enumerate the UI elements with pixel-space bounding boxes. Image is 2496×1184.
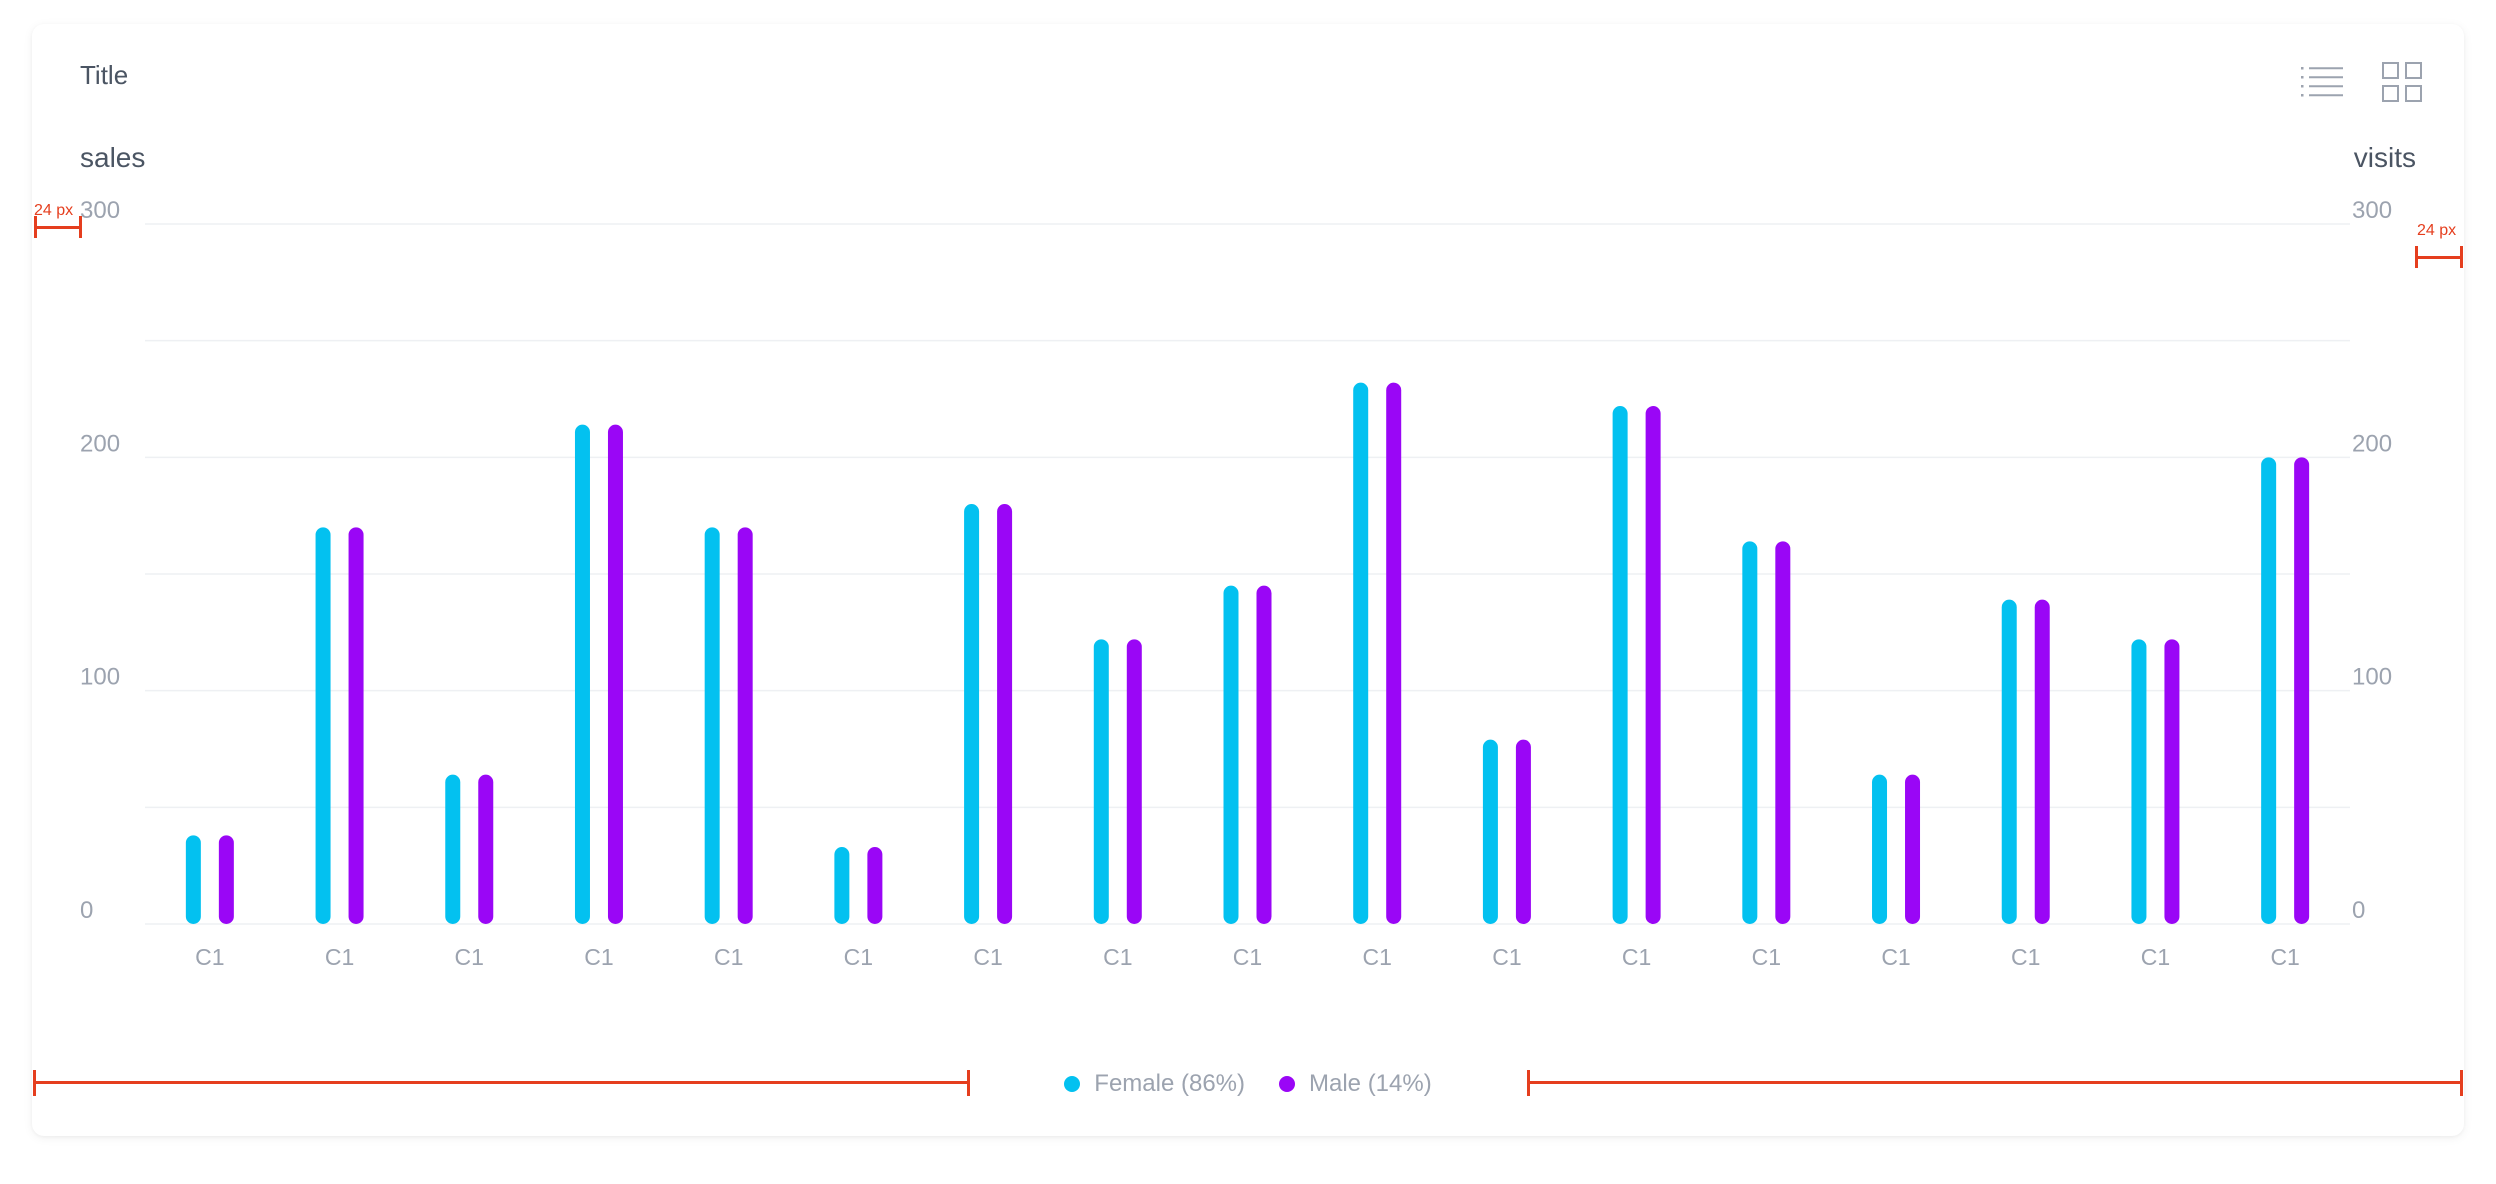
- bar-male: [2164, 639, 2180, 924]
- x-tick-label: C1: [2141, 944, 2170, 970]
- legend-dot-male: [1279, 1076, 1295, 1092]
- bar-male: [1775, 541, 1791, 924]
- x-tick-label: C1: [1881, 944, 1910, 970]
- x-tick-label: C1: [1752, 944, 1781, 970]
- x-tick-label: C1: [973, 944, 1002, 970]
- bar-female: [2001, 599, 2017, 924]
- x-tick-label: C1: [584, 944, 613, 970]
- bar-male: [1256, 585, 1272, 924]
- list-icon: [2301, 67, 2343, 97]
- spec-left-padding-label: 24 px: [34, 202, 74, 219]
- grid-icon: [2382, 62, 2422, 102]
- bar-female: [1482, 739, 1498, 924]
- x-tick-label: C1: [1103, 944, 1132, 970]
- x-tick-label: C1: [455, 944, 484, 970]
- bar-male: [2034, 599, 2050, 924]
- x-tick-label: C1: [844, 944, 873, 970]
- bar-female: [1223, 585, 1239, 924]
- legend-label-male: Male (14%): [1309, 1070, 1432, 1097]
- bar-female: [1353, 382, 1369, 925]
- bar-female: [185, 835, 201, 924]
- bar-female: [834, 847, 850, 924]
- y-tick-label-right: 200: [2352, 430, 2392, 457]
- y-tick-label-right: 100: [2352, 664, 2392, 691]
- bar-male: [867, 847, 883, 924]
- x-tick-label: C1: [1622, 944, 1651, 970]
- legend-dot-female: [1064, 1076, 1081, 1092]
- y-tick-label-left: 100: [80, 664, 120, 691]
- y-tick-label-left: 300: [80, 197, 120, 224]
- spec-legend-left-span: [33, 1070, 970, 1096]
- spec-right-padding: 24 px: [2415, 222, 2463, 268]
- y-tick-label-right: 0: [2352, 897, 2365, 924]
- x-tick-label: C1: [325, 944, 354, 970]
- bar-female: [574, 424, 590, 924]
- bar-male: [478, 774, 494, 924]
- x-tick-label: C1: [2011, 944, 2040, 970]
- bar-male: [1645, 406, 1661, 924]
- y-tick-label-left: 200: [80, 430, 120, 457]
- y-tick-label-left: 0: [80, 897, 93, 924]
- bar-male: [997, 504, 1013, 924]
- chart-card: Title: [32, 24, 2464, 1136]
- spec-left-padding: 24 px: [34, 202, 82, 242]
- bar-female: [315, 527, 331, 924]
- bar-male: [1905, 774, 1921, 924]
- bar-female: [2131, 639, 2147, 924]
- bar-female: [1872, 774, 1888, 924]
- bar-male: [218, 835, 234, 924]
- view-toolbar: [2300, 60, 2424, 104]
- x-tick-label: C1: [1233, 944, 1262, 970]
- spec-right-padding-label: 24 px: [2417, 222, 2457, 239]
- legend-label-female: Female (86%): [1094, 1070, 1245, 1097]
- bar-female: [704, 527, 720, 924]
- bar-female: [1093, 639, 1109, 924]
- bar-female: [2261, 457, 2277, 924]
- legend: Female (86%) Male (14%): [32, 1070, 2464, 1098]
- bar-chart: 0 100 200 300 0 100 200 300 C1 C1 C1 C1 C1 C1 C1 C1 C1 C1…: [80, 197, 2392, 970]
- legend-item-male[interactable]: Male (14%): [1279, 1070, 1432, 1098]
- bar-male: [607, 424, 623, 924]
- bar-female: [1742, 541, 1758, 924]
- bar-female: [1612, 406, 1628, 924]
- y-axis-title-left: sales: [80, 142, 146, 173]
- bar-male: [1515, 739, 1531, 924]
- spec-legend-right-span: [1527, 1070, 2463, 1096]
- bar-male: [1386, 382, 1402, 925]
- bar-male: [1126, 639, 1142, 924]
- list-view-button[interactable]: [2300, 60, 2344, 104]
- grid-view-button[interactable]: [2380, 60, 2424, 104]
- bar-male: [2294, 457, 2310, 924]
- bar-male: [348, 527, 364, 924]
- x-tick-label: C1: [714, 944, 743, 970]
- bar-female: [964, 504, 980, 924]
- x-tick-label: C1: [1492, 944, 1521, 970]
- x-tick-label: C1: [195, 944, 224, 970]
- x-tick-label: C1: [1363, 944, 1392, 970]
- bar-male: [737, 527, 753, 924]
- bar-female: [445, 774, 461, 924]
- y-tick-label-right: 300: [2352, 197, 2392, 224]
- y-axis-title-right: visits: [2353, 142, 2416, 173]
- card-title: Title: [80, 60, 129, 90]
- x-tick-label: C1: [2270, 944, 2299, 970]
- legend-item-female[interactable]: Female (86%): [1064, 1070, 1245, 1098]
